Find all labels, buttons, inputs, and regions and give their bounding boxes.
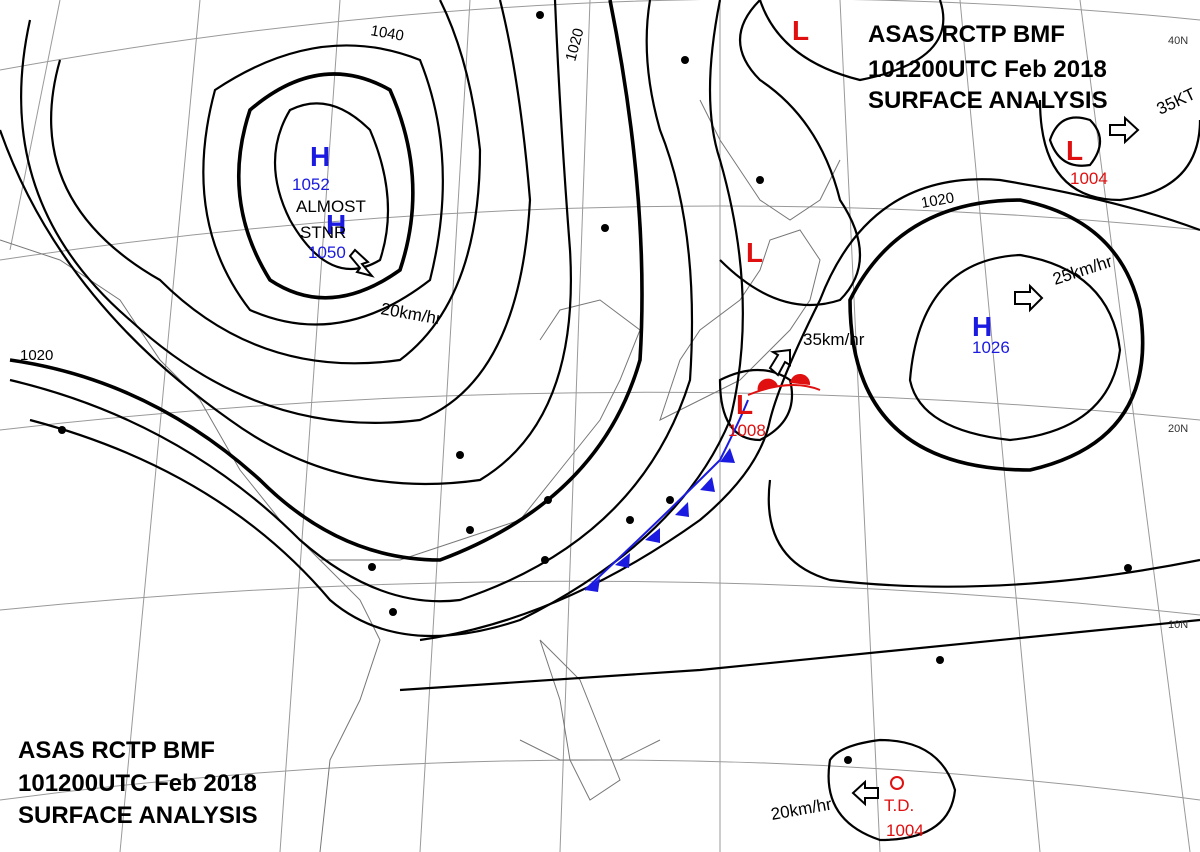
isobar-label: 1020 xyxy=(920,189,956,212)
latitude-label: 20N xyxy=(1168,423,1188,435)
pressure-label: 1008 xyxy=(728,421,766,440)
isobar-label: 1040 xyxy=(369,22,405,45)
pressure-label: 1052 xyxy=(292,175,330,194)
system-note: ALMOST xyxy=(296,197,366,216)
header-bottom-line: SURFACE ANALYSIS xyxy=(18,802,258,829)
pressure-label: 1026 xyxy=(972,338,1010,357)
header-bottom-line: ASAS RCTP BMF xyxy=(18,737,215,764)
depression-symbol xyxy=(890,776,904,790)
header-top-line: SURFACE ANALYSIS xyxy=(868,87,1108,114)
latitude-label: 10N xyxy=(1168,619,1188,631)
low-symbol: L xyxy=(1066,135,1083,166)
system-note: STNR xyxy=(300,223,346,242)
isobar-label: 1020 xyxy=(20,347,53,364)
high-symbol: H xyxy=(310,141,330,172)
low-symbol: L xyxy=(792,15,809,46)
high-symbol: H xyxy=(326,209,346,240)
header-top-line: ASAS RCTP BMF xyxy=(868,21,1065,48)
fronts xyxy=(584,373,821,592)
stations xyxy=(58,11,1132,764)
motion-label: 35km/hr xyxy=(803,330,865,349)
high-symbol: H xyxy=(972,311,992,342)
low-symbol: L xyxy=(736,389,753,420)
system-symbol: T.D. xyxy=(884,796,914,815)
header-bottom-line: 101200UTC Feb 2018 xyxy=(18,770,257,797)
latitude-label: 40N xyxy=(1168,35,1188,47)
motion-arrows xyxy=(348,115,1140,807)
pressure-label: 1050 xyxy=(308,243,346,262)
pressure-label: 1004 xyxy=(1070,169,1108,188)
pressure-label: 1004 xyxy=(886,821,924,840)
low-symbol: L xyxy=(746,237,763,268)
header-top-line: 101200UTC Feb 2018 xyxy=(868,56,1107,83)
